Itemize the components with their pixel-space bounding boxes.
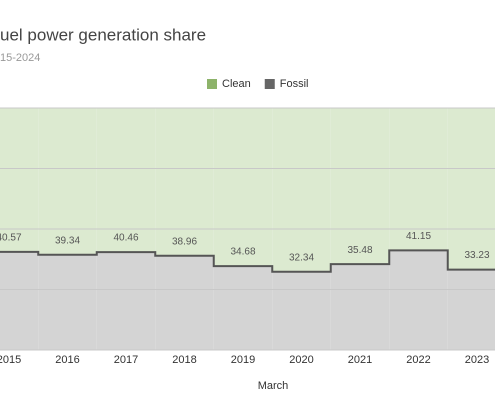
data-label: 40.57 bbox=[0, 232, 22, 243]
data-label: 35.48 bbox=[347, 245, 372, 256]
chart-subtitle: 15-2024 bbox=[0, 52, 40, 64]
x-tick-label: 2019 bbox=[231, 354, 255, 366]
area-segment bbox=[447, 269, 495, 350]
x-tick-label: 2017 bbox=[114, 354, 138, 366]
legend-label: Clean bbox=[222, 78, 251, 90]
area-segment bbox=[330, 108, 390, 265]
data-label: 38.96 bbox=[172, 236, 197, 247]
area-segment bbox=[213, 108, 273, 267]
area-segment bbox=[272, 108, 331, 272]
data-label: 32.34 bbox=[289, 252, 314, 263]
chart-title: uel power generation share bbox=[0, 25, 206, 44]
area-segment bbox=[96, 108, 156, 253]
x-tick-label: 2015 bbox=[0, 354, 21, 366]
area-segment bbox=[389, 250, 448, 350]
area-segment bbox=[389, 108, 448, 251]
data-label: 34.68 bbox=[230, 247, 255, 258]
data-label: 39.34 bbox=[55, 235, 80, 246]
data-label: 33.23 bbox=[464, 250, 489, 261]
x-axis-label: March bbox=[258, 380, 289, 392]
area-segment bbox=[38, 254, 97, 350]
area-segment bbox=[213, 266, 273, 350]
x-tick-label: 2018 bbox=[172, 354, 196, 366]
x-tick-label: 2020 bbox=[289, 354, 313, 366]
x-tick-label: 2016 bbox=[55, 354, 79, 366]
area-segment bbox=[447, 108, 495, 270]
area-segment bbox=[38, 108, 97, 255]
legend-label: Fossil bbox=[280, 78, 309, 90]
data-label: 41.15 bbox=[406, 231, 431, 242]
area-segment bbox=[330, 264, 390, 350]
x-tick-label: 2022 bbox=[406, 354, 430, 366]
area-segment bbox=[96, 252, 156, 350]
area-segment bbox=[155, 255, 214, 350]
legend-swatch bbox=[264, 79, 275, 89]
area-segment bbox=[155, 108, 214, 256]
area-segment bbox=[0, 251, 39, 350]
x-tick-label: 2021 bbox=[348, 354, 372, 366]
area-segment bbox=[0, 108, 39, 252]
step-line bbox=[0, 249, 495, 273]
x-tick-label: 2023 bbox=[465, 354, 489, 366]
data-label: 40.46 bbox=[113, 233, 138, 244]
area-segment bbox=[272, 271, 331, 350]
legend-swatch bbox=[207, 79, 217, 89]
